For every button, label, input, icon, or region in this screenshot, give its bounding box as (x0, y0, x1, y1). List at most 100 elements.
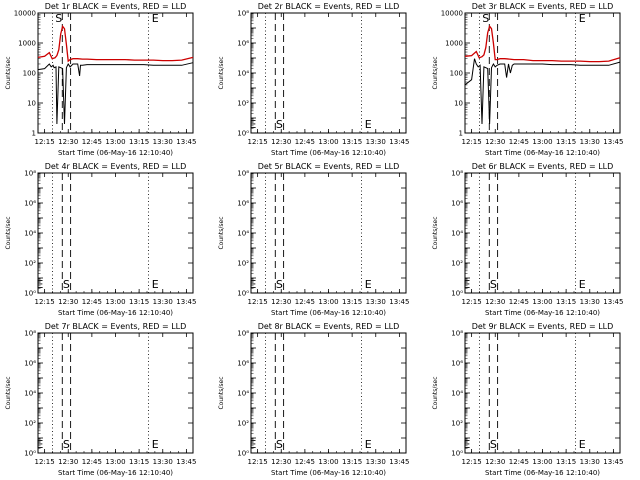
y-tick-label: 10² (237, 260, 249, 268)
x-tick-label: 12:30 (485, 298, 505, 306)
x-tick-label: 13:45 (603, 138, 623, 146)
x-tick-label: 12:45 (509, 138, 529, 146)
x-axis-label: Start Time (06-May-16 12:10:40) (271, 149, 386, 157)
marker-e: E (152, 438, 159, 451)
chart-title: Det 1r BLACK = Events, RED = LLD (45, 2, 187, 11)
marker-e: E (579, 438, 586, 451)
x-tick-label: 13:15 (129, 138, 149, 146)
x-tick-label: 12:15 (35, 458, 55, 466)
y-tick-label: 10000 (441, 10, 463, 18)
y-tick-label: 10⁴ (24, 390, 36, 398)
x-tick-label: 13:00 (318, 298, 338, 306)
y-axis-label: Counts/sec (218, 56, 225, 89)
x-tick-label: 12:45 (82, 458, 102, 466)
lld-series-line (37, 24, 194, 63)
marker-s: S (276, 278, 283, 291)
marker-e: E (152, 12, 159, 25)
x-tick-label: 13:00 (532, 138, 552, 146)
y-tick-label: 10⁸ (24, 170, 36, 178)
x-tick-label: 13:30 (366, 458, 386, 466)
x-tick-label: 12:45 (295, 298, 315, 306)
y-tick-label: 10² (24, 420, 36, 428)
x-tick-label: 13:00 (105, 298, 125, 306)
marker-e: E (365, 278, 372, 291)
plot-frame (250, 332, 407, 454)
x-tick-label: 12:15 (462, 458, 482, 466)
x-tick-label: 13:00 (318, 458, 338, 466)
x-tick-label: 12:15 (35, 298, 55, 306)
y-axis-label: Counts/sec (432, 56, 439, 89)
y-tick-label: 100 (23, 70, 36, 78)
y-tick-label: 10⁴ (451, 390, 463, 398)
y-tick-label: 10⁸ (237, 330, 249, 338)
x-axis-label: Start Time (06-May-16 12:10:40) (485, 469, 600, 477)
x-axis-label: Start Time (06-May-16 12:10:40) (485, 309, 600, 317)
marker-e: E (365, 118, 372, 131)
marker-s: S (276, 118, 283, 131)
y-tick-label: 10 (27, 100, 36, 108)
y-tick-label: 10⁸ (237, 170, 249, 178)
x-tick-label: 13:45 (389, 298, 409, 306)
x-tick-label: 12:30 (58, 298, 78, 306)
x-tick-label: 13:00 (105, 458, 125, 466)
x-axis-label: Start Time (06-May-16 12:10:40) (58, 149, 173, 157)
x-tick-label: 12:15 (462, 138, 482, 146)
y-tick-label: 10⁰ (24, 290, 36, 298)
x-axis-label: Start Time (06-May-16 12:10:40) (485, 149, 600, 157)
x-tick-label: 13:30 (153, 298, 173, 306)
y-tick-label: 10⁶ (237, 200, 249, 208)
chart-panel: Det 9r BLACK = Events, RED = LLD 12:15 12:… (432, 322, 623, 477)
y-tick-label: 10⁶ (237, 40, 249, 48)
marker-e: E (36, 278, 43, 291)
x-tick-label: 13:30 (580, 458, 600, 466)
y-tick-label: 10⁸ (451, 330, 463, 338)
y-tick-label: 10⁸ (24, 330, 36, 338)
x-tick-label: 12:30 (271, 138, 291, 146)
x-tick-label: 13:15 (556, 298, 576, 306)
chart-title: Det 9r BLACK = Events, RED = LLD (472, 322, 614, 331)
y-tick-label: 10⁰ (451, 290, 463, 298)
plot-frame (464, 172, 621, 294)
y-tick-label: 1 (32, 130, 36, 138)
y-axis-label: Counts/sec (5, 216, 12, 249)
plot-frame (37, 332, 194, 454)
marker-s: S (482, 12, 489, 25)
y-tick-label: 10² (451, 420, 463, 428)
y-tick-label: 10² (237, 420, 249, 428)
x-tick-label: 13:15 (342, 458, 362, 466)
events-series-line (464, 58, 621, 125)
x-tick-label: 12:30 (485, 458, 505, 466)
x-tick-label: 13:45 (389, 138, 409, 146)
x-tick-label: 12:45 (295, 458, 315, 466)
x-tick-label: 13:30 (580, 138, 600, 146)
marker-e: E (249, 118, 256, 131)
x-axis-label: Start Time (06-May-16 12:10:40) (58, 469, 173, 477)
x-tick-label: 12:15 (248, 298, 268, 306)
x-tick-label: 13:00 (532, 458, 552, 466)
y-tick-label: 10⁶ (451, 200, 463, 208)
plot-frame (250, 12, 407, 134)
x-tick-label: 13:45 (176, 458, 196, 466)
x-tick-label: 12:30 (58, 138, 78, 146)
x-tick-label: 13:45 (176, 298, 196, 306)
y-tick-label: 10⁰ (451, 450, 463, 458)
marker-s: S (63, 278, 70, 291)
y-tick-label: 1 (459, 130, 463, 138)
marker-e: E (463, 278, 470, 291)
x-tick-label: 13:45 (176, 138, 196, 146)
plot-frame (250, 172, 407, 294)
x-tick-label: 13:15 (342, 138, 362, 146)
x-axis-label: Start Time (06-May-16 12:10:40) (58, 309, 173, 317)
marker-e: E (579, 278, 586, 291)
x-tick-label: 13:45 (603, 298, 623, 306)
marker-s: S (276, 438, 283, 451)
x-tick-label: 12:45 (82, 138, 102, 146)
